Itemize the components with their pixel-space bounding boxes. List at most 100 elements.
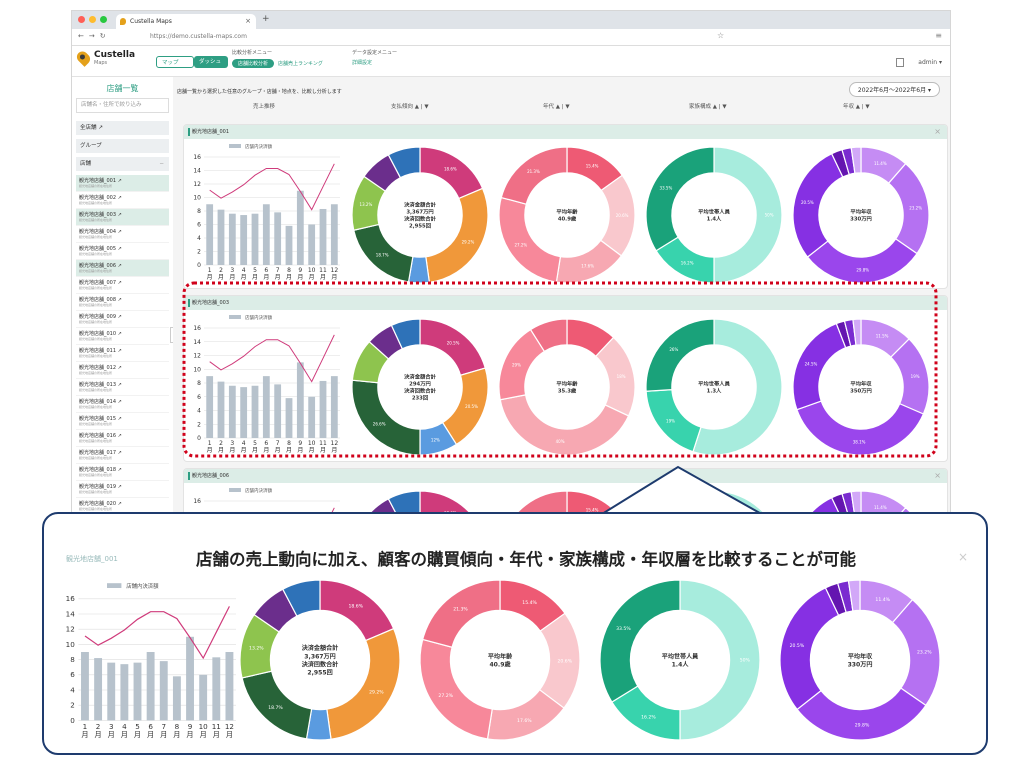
x-tick-label: 12 bbox=[225, 722, 234, 731]
sidebar-store-item[interactable]: 観光地店舗_008 ↗ 観光地店舗の所在地住所 bbox=[76, 294, 169, 311]
bar bbox=[146, 652, 155, 721]
slice-label: 50% bbox=[765, 213, 774, 218]
x-tick-label: 11 bbox=[212, 722, 221, 731]
pie-center-label: 平均世帯人員 bbox=[698, 380, 730, 388]
x-tick-label: 月 bbox=[252, 274, 258, 281]
bar bbox=[212, 657, 221, 721]
pie-center-label: 平均世帯人員 bbox=[662, 652, 699, 660]
close-window-icon[interactable] bbox=[78, 16, 85, 23]
sidebar-store-item[interactable]: 観光地店舗_016 ↗ 観光地店舗の所在地住所 bbox=[76, 430, 169, 447]
new-tab-icon[interactable]: + bbox=[262, 14, 270, 24]
maximize-window-icon[interactable] bbox=[100, 16, 107, 23]
date-range-select[interactable]: 2022年6月〜2022年6月 ▾ bbox=[848, 82, 940, 97]
sidebar-store-item[interactable]: 観光地店舗_015 ↗ 観光地店舗の所在地住所 bbox=[76, 413, 169, 430]
panel-title-001: 観光地店舗_001 × bbox=[184, 125, 947, 139]
legend-swatch bbox=[229, 488, 241, 492]
sidebar-store-item[interactable]: 観光地店舗_018 ↗ 観光地店舗の所在地住所 bbox=[76, 464, 169, 481]
slice-label: 19% bbox=[911, 374, 920, 379]
x-tick-label: 2 bbox=[219, 440, 223, 447]
pie-slice bbox=[319, 579, 395, 642]
sidebar-store-item[interactable]: 観光地店舗_012 ↗ 観光地店舗の所在地住所 bbox=[76, 362, 169, 379]
map-nav-button[interactable]: マップ bbox=[156, 56, 194, 68]
collapse-icon[interactable]: − bbox=[159, 161, 164, 167]
col-family[interactable]: 家族構成 ▲ | ▼ bbox=[689, 104, 727, 110]
sidebar: 店舗一覧 店舗名・住所で絞り込み 全店舗 ↗ グループ 店舗 − 観光地店舗_00… bbox=[72, 77, 174, 516]
y-tick-label: 8 bbox=[70, 655, 75, 664]
sidebar-store-item[interactable]: 観光地店舗_002 ↗ 観光地店舗の所在地住所 bbox=[76, 192, 169, 209]
info-text: 店舗一覧から選択した任意のグループ・店舗・地点を、比較し分析します bbox=[177, 89, 342, 95]
x-tick-label: 月 bbox=[173, 730, 180, 739]
dashboard-nav-button[interactable]: ダッシュボード bbox=[194, 56, 228, 77]
store-compare-button[interactable]: 店舗比較分析 bbox=[232, 59, 275, 68]
sidebar-store-item[interactable]: 観光地店舗_019 ↗ 観光地店舗の所在地住所 bbox=[76, 481, 169, 498]
store-name: 観光地店舗_002 ↗ bbox=[79, 195, 122, 201]
sidebar-store-item[interactable]: 観光地店舗_017 ↗ 観光地店舗の所在地住所 bbox=[76, 447, 169, 464]
window-controls[interactable] bbox=[78, 16, 107, 23]
sidebar-store-item[interactable]: 観光地店舗_004 ↗ 観光地店舗の所在地住所 bbox=[76, 226, 169, 243]
x-tick-label: 8 bbox=[175, 722, 180, 731]
store-address: 観光地店舗の所在地住所 bbox=[79, 286, 113, 290]
x-tick-label: 月 bbox=[263, 274, 269, 281]
pie-slice bbox=[419, 490, 474, 516]
x-tick-label: 4 bbox=[242, 267, 246, 274]
slice-label: 20.6% bbox=[616, 213, 629, 218]
sidebar-store-item[interactable]: 観光地店舗_007 ↗ 観光地店舗の所在地住所 bbox=[76, 277, 169, 294]
sidebar-stores-header[interactable]: 店舗 − bbox=[76, 157, 169, 171]
bookmark-icon[interactable]: ☆ bbox=[717, 31, 725, 40]
sidebar-store-item[interactable]: 観光地店舗_001 ↗ 観光地店舗の所在地住所 bbox=[76, 175, 169, 192]
sidebar-store-item[interactable]: 観光地店舗_003 ↗ 観光地店舗の所在地住所 bbox=[76, 209, 169, 226]
pie-center-label: 2,955回 bbox=[307, 668, 332, 676]
sidebar-store-item[interactable]: 観光地店舗_011 ↗ 観光地店舗の所在地住所 bbox=[76, 345, 169, 362]
logo[interactable]: Custella Maps bbox=[74, 49, 135, 67]
store-name: 観光地店舗_013 ↗ bbox=[79, 382, 122, 388]
sidebar-all-stores[interactable]: 全店舗 ↗ bbox=[76, 121, 169, 135]
sidebar-store-item[interactable]: 観光地店舗_009 ↗ 観光地店舗の所在地住所 bbox=[76, 311, 169, 328]
pie-slice bbox=[850, 146, 862, 174]
slice-label: 11.4% bbox=[874, 505, 887, 510]
store-panel-001: 観光地店舗_001 × 店舗内決済額 0 2 4 6 8 10 12 14 16 1 月 2 月 3 月 4 月 5 月… bbox=[183, 124, 948, 289]
favicon-icon bbox=[120, 18, 126, 25]
trend-line bbox=[209, 163, 335, 211]
sidebar-store-item[interactable]: 観光地店舗_013 ↗ 観光地店舗の所在地住所 bbox=[76, 379, 169, 396]
close-tab-icon[interactable]: × bbox=[245, 17, 251, 25]
col-age[interactable]: 年代 ▲ | ▼ bbox=[543, 104, 570, 110]
pie-center-label: 平均年齢 bbox=[488, 652, 513, 660]
x-tick-label: 月 bbox=[320, 447, 326, 454]
browser-tab[interactable]: Custella Maps × bbox=[116, 14, 256, 29]
x-tick-label: 12 bbox=[331, 440, 339, 447]
x-tick-label: 月 bbox=[331, 274, 337, 281]
sidebar-store-item[interactable]: 観光地店舗_014 ↗ 観光地店舗の所在地住所 bbox=[76, 396, 169, 413]
browser-menu-icon[interactable]: ≡ bbox=[935, 31, 942, 40]
x-tick-label: 月 bbox=[218, 447, 224, 454]
slice-label: 29% bbox=[512, 363, 521, 368]
sidebar-store-item[interactable]: 観光地店舗_006 ↗ 観光地店舗の所在地住所 bbox=[76, 260, 169, 277]
group-label: グループ bbox=[80, 143, 102, 149]
legend-label: 店舗内決済額 bbox=[245, 314, 272, 321]
x-tick-label: 月 bbox=[286, 274, 292, 281]
slice-label: 29.2% bbox=[462, 240, 475, 245]
store-search-input[interactable]: 店舗名・住所で絞り込み bbox=[76, 98, 169, 113]
settings-link[interactable]: 詳細設定 bbox=[352, 60, 373, 66]
col-income[interactable]: 年収 ▲ | ▼ bbox=[843, 104, 870, 110]
close-icon[interactable]: × bbox=[934, 471, 941, 480]
x-tick-label: 7 bbox=[276, 440, 280, 447]
document-icon[interactable] bbox=[896, 58, 905, 67]
sidebar-store-item[interactable]: 観光地店舗_010 ↗ 観光地店舗の所在地住所 bbox=[76, 328, 169, 345]
x-tick-label: 月 bbox=[309, 447, 315, 454]
slice-label: 16.2% bbox=[641, 714, 656, 720]
minimize-window-icon[interactable] bbox=[89, 16, 96, 23]
close-icon[interactable]: × bbox=[934, 127, 941, 136]
store-address: 観光地店舗の所在地住所 bbox=[79, 456, 113, 460]
store-name: 観光地店舗_019 ↗ bbox=[79, 484, 122, 490]
slice-label: 23.2% bbox=[917, 650, 932, 656]
col-payment[interactable]: 支払傾向 ▲ | ▼ bbox=[391, 104, 429, 110]
user-menu[interactable]: admin ▾ bbox=[896, 58, 942, 67]
sidebar-store-item[interactable]: 観光地店舗_005 ↗ 観光地店舗の所在地住所 bbox=[76, 243, 169, 260]
ranking-link[interactable]: 店舗売上ランキング bbox=[278, 61, 323, 67]
nav-arrows-icon[interactable]: ←→↻ bbox=[78, 32, 111, 40]
sidebar-group[interactable]: グループ bbox=[76, 139, 169, 153]
stores-header-label: 店舗 bbox=[80, 161, 92, 167]
x-tick-label: 月 bbox=[320, 274, 326, 281]
url-text[interactable]: https://demo.custella-maps.com bbox=[150, 33, 247, 40]
slice-label: 16.2% bbox=[681, 261, 694, 266]
